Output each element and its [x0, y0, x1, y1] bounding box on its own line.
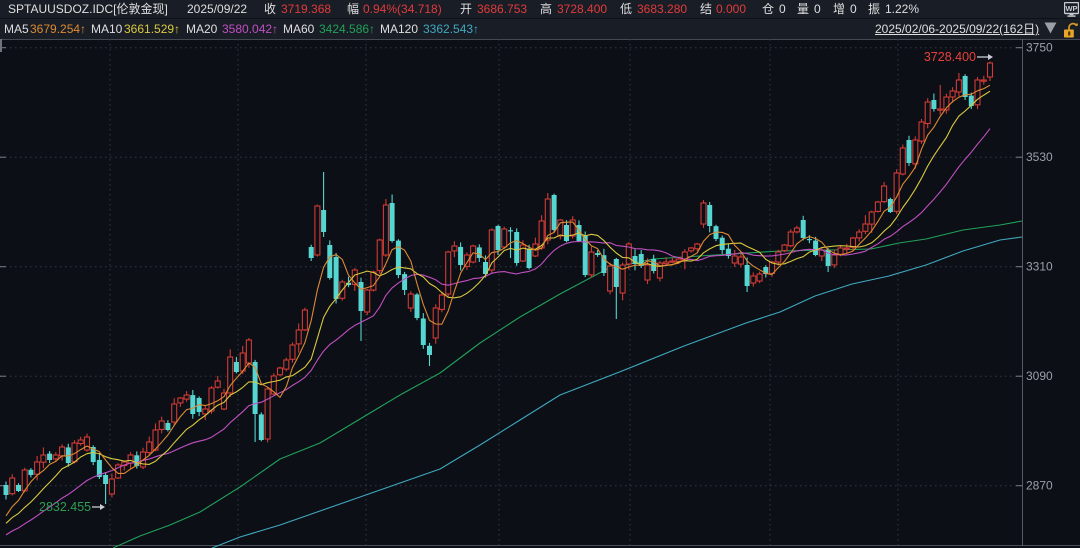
svg-text:3750: 3750: [1026, 41, 1053, 55]
svg-text:3530: 3530: [1026, 150, 1053, 164]
svg-text:2832.455: 2832.455: [39, 500, 91, 514]
svg-text:2870: 2870: [1026, 479, 1053, 493]
svg-text:WP: WP: [1065, 4, 1077, 13]
svg-text:3728.400: 3728.400: [924, 50, 976, 64]
svg-text:3090: 3090: [1026, 369, 1053, 383]
svg-text:3310: 3310: [1026, 260, 1053, 274]
